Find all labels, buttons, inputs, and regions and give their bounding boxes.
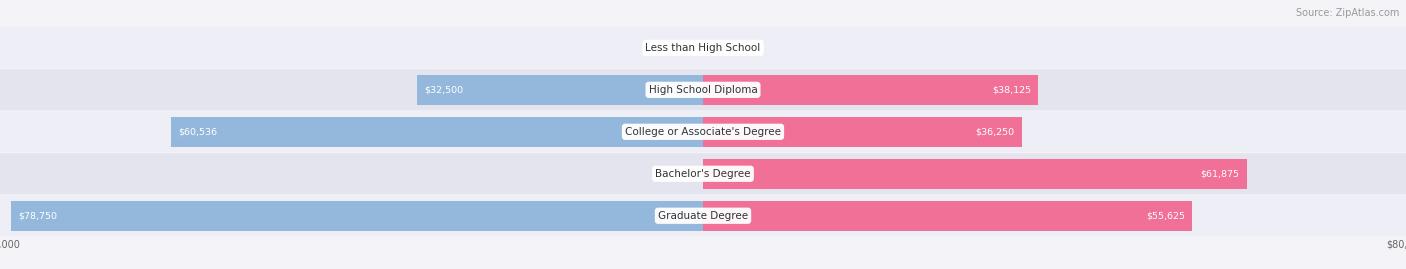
Text: $61,875: $61,875 xyxy=(1201,169,1240,178)
Text: Source: ZipAtlas.com: Source: ZipAtlas.com xyxy=(1295,8,1399,18)
FancyBboxPatch shape xyxy=(0,27,1406,68)
Bar xyxy=(703,159,1247,189)
Text: $55,625: $55,625 xyxy=(1146,211,1185,220)
Text: Bachelor's Degree: Bachelor's Degree xyxy=(655,169,751,179)
Bar xyxy=(703,75,1038,105)
Bar xyxy=(11,201,703,231)
Text: $60,536: $60,536 xyxy=(179,127,217,136)
Bar xyxy=(703,201,1192,231)
FancyBboxPatch shape xyxy=(0,111,1406,152)
Text: $78,750: $78,750 xyxy=(18,211,58,220)
Text: $0: $0 xyxy=(681,43,693,52)
Text: $38,125: $38,125 xyxy=(991,85,1031,94)
Bar xyxy=(703,117,1022,147)
Text: College or Associate's Degree: College or Associate's Degree xyxy=(626,127,780,137)
Text: $32,500: $32,500 xyxy=(425,85,464,94)
Text: $0: $0 xyxy=(681,169,693,178)
FancyBboxPatch shape xyxy=(0,153,1406,194)
Text: Less than High School: Less than High School xyxy=(645,43,761,53)
Text: $0: $0 xyxy=(713,43,725,52)
Text: $36,250: $36,250 xyxy=(976,127,1015,136)
Text: High School Diploma: High School Diploma xyxy=(648,85,758,95)
Bar xyxy=(418,75,703,105)
FancyBboxPatch shape xyxy=(0,195,1406,236)
Text: Graduate Degree: Graduate Degree xyxy=(658,211,748,221)
Bar xyxy=(172,117,703,147)
FancyBboxPatch shape xyxy=(0,69,1406,110)
